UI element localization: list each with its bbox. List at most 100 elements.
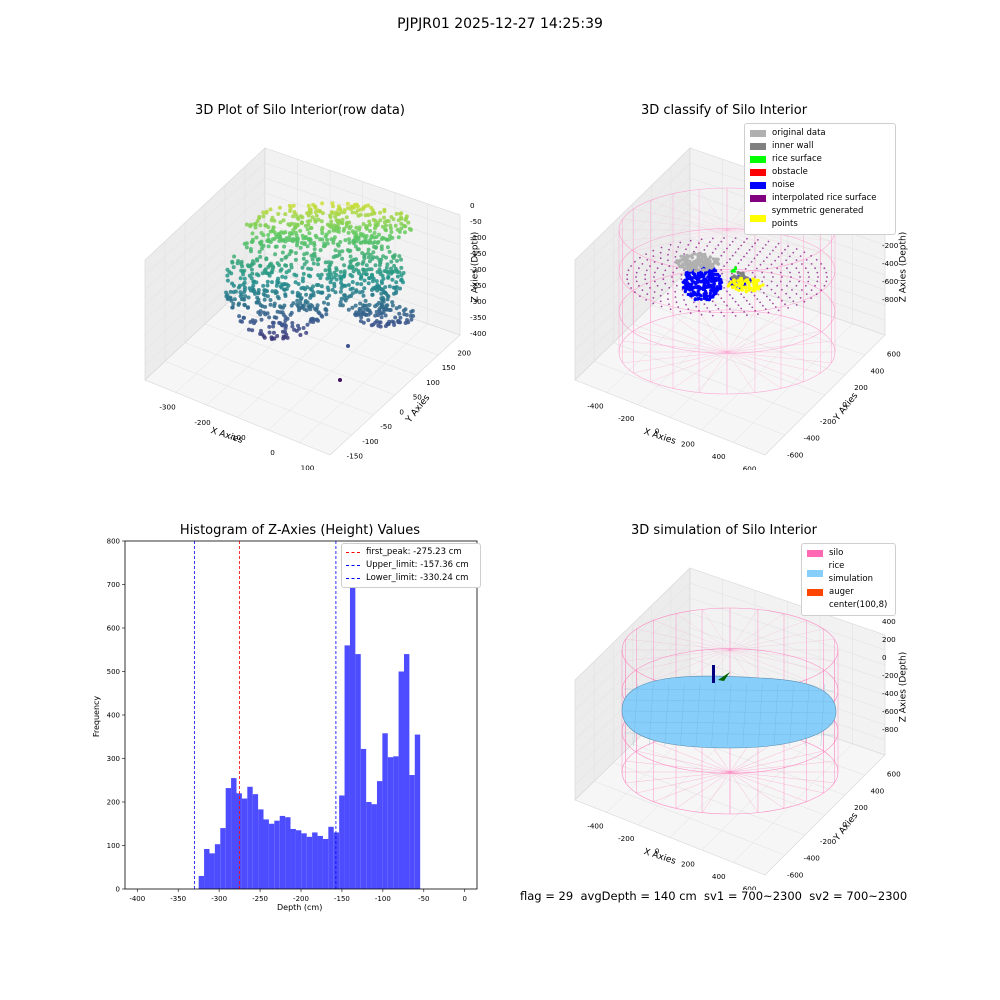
data-point xyxy=(300,220,304,225)
interpolated-point xyxy=(815,258,818,261)
interpolated-point xyxy=(766,256,768,259)
data-point xyxy=(363,298,368,303)
interpolated-point xyxy=(764,308,767,310)
data-point xyxy=(373,245,378,250)
interpolated-point xyxy=(639,295,641,298)
data-point xyxy=(371,217,376,222)
grid-line xyxy=(264,162,461,231)
data-point xyxy=(342,263,347,268)
data-point xyxy=(309,288,314,292)
data-point xyxy=(373,224,378,229)
data-point xyxy=(290,321,295,325)
legend-entry: center(100,8) xyxy=(807,599,890,612)
legend-label: inner wall xyxy=(772,141,814,151)
interpolated-point xyxy=(664,282,667,285)
noise-point xyxy=(708,277,712,281)
data-point xyxy=(358,319,363,324)
interpolated-point xyxy=(675,301,678,304)
data-point xyxy=(268,207,273,212)
data-point xyxy=(395,274,400,279)
silo-spoke xyxy=(729,638,835,651)
data-point xyxy=(354,310,359,315)
interpolated-point xyxy=(706,245,709,247)
silo-spoke xyxy=(729,750,824,773)
interpolated-point xyxy=(644,273,647,276)
legend-entry: interpolated rice surface xyxy=(750,192,890,205)
grid-line xyxy=(689,612,886,681)
data-point xyxy=(262,297,267,302)
silo-spoke xyxy=(675,613,731,651)
interpolated-point xyxy=(641,289,644,291)
original-point xyxy=(678,265,682,269)
data-point xyxy=(350,210,355,215)
interpolated-point xyxy=(690,296,693,299)
data-point xyxy=(298,333,303,337)
tick-label: -400 xyxy=(587,821,604,830)
rice-mesh-line xyxy=(695,683,701,747)
data-point xyxy=(372,230,377,235)
rice-mesh-line xyxy=(623,699,835,703)
legend-swatch xyxy=(750,214,766,222)
interpolated-point xyxy=(743,255,745,258)
interpolated-point xyxy=(792,251,795,254)
data-point xyxy=(348,207,353,212)
grid-line xyxy=(574,177,691,291)
silo-spoke xyxy=(701,609,731,651)
symmetric-point xyxy=(744,285,748,289)
interpolated-point xyxy=(669,308,672,311)
legend-label: Lower_limit: -330.24 cm xyxy=(366,573,469,583)
interpolated-point xyxy=(679,241,682,244)
data-point xyxy=(314,306,319,311)
data-point xyxy=(320,314,325,319)
interpolated-point xyxy=(717,244,720,247)
noise-point xyxy=(681,280,686,284)
data-point xyxy=(298,297,303,302)
original-point xyxy=(690,261,694,265)
interpolated-point xyxy=(645,282,648,285)
data-point xyxy=(403,224,408,229)
interpolated-point xyxy=(709,241,711,243)
tick-label: 400 xyxy=(870,366,884,375)
data-point xyxy=(342,293,347,298)
interpolated-point xyxy=(627,282,630,285)
data-point xyxy=(305,244,310,249)
data-point xyxy=(367,276,372,281)
interpolated-point xyxy=(762,304,764,307)
noise-point xyxy=(688,288,692,292)
data-point xyxy=(250,231,255,236)
noise-point xyxy=(699,270,703,274)
data-point xyxy=(388,233,392,238)
histogram-bar xyxy=(355,654,361,889)
noise-point xyxy=(714,276,719,280)
panel4-3d-plot: -400-20002004006006004002000-200-400-600… xyxy=(574,567,901,890)
histogram-bar xyxy=(204,848,210,889)
data-point xyxy=(336,222,341,227)
data-point xyxy=(393,223,398,228)
rice-mesh-line xyxy=(820,683,825,747)
interpolated-point xyxy=(781,263,783,266)
original-point xyxy=(698,260,702,264)
data-point xyxy=(338,378,342,382)
data-point xyxy=(329,260,334,265)
interpolated-point xyxy=(772,249,774,252)
tick-label: 600 xyxy=(887,349,901,358)
interpolated-point xyxy=(781,252,783,255)
legend-swatch xyxy=(807,589,823,596)
x-tick-label: -100 xyxy=(375,895,391,903)
original-point xyxy=(686,267,690,271)
data-point xyxy=(308,319,313,324)
legend-label: noise xyxy=(772,180,795,190)
data-point xyxy=(278,220,283,225)
data-point xyxy=(253,225,258,230)
data-point xyxy=(291,214,296,219)
interpolated-point xyxy=(734,300,737,303)
tick-label: -200 xyxy=(618,414,635,423)
data-point xyxy=(308,241,313,246)
tick-label: 0 xyxy=(842,820,847,829)
symmetric-point xyxy=(744,278,748,282)
data-point xyxy=(258,223,263,228)
silo-spoke xyxy=(653,771,731,802)
interpolated-point xyxy=(769,253,771,255)
data-point xyxy=(377,257,382,262)
data-point xyxy=(333,225,338,230)
